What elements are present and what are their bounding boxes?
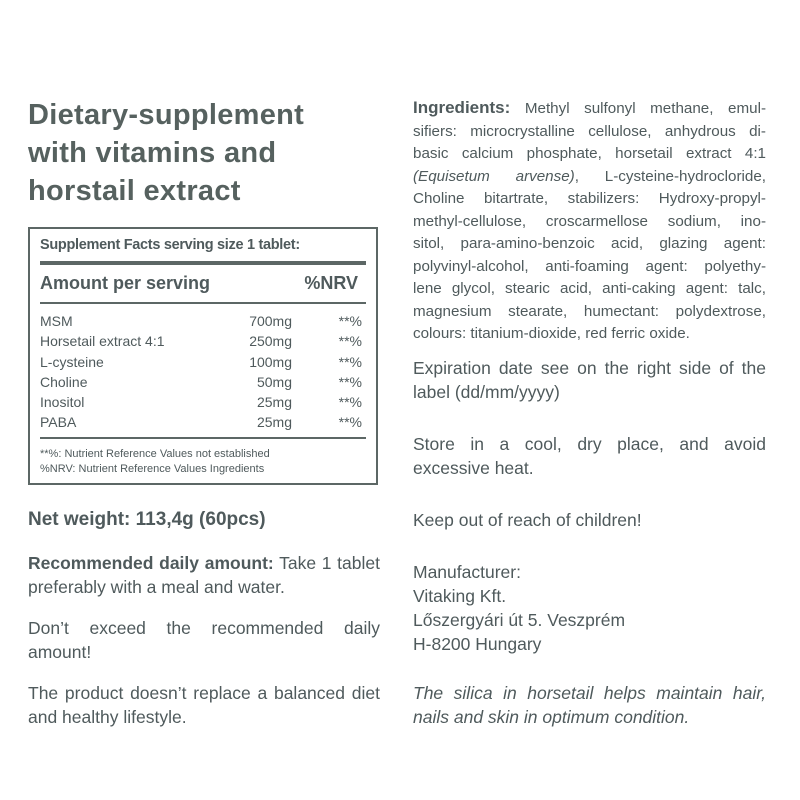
- recommended-text: Take 1 tablet preferably with a meal and…: [28, 553, 380, 597]
- row-amount: 50mg: [256, 373, 292, 390]
- storage: Store in a cool, dry place, and avoid ex…: [413, 434, 766, 478]
- ingredients-line: Choline bitartrate, stabilizers: Hydroxy…: [413, 190, 766, 207]
- ingredients-line: sifiers: microcrystalline cellulose, anh…: [413, 122, 766, 140]
- row-name: Inositol: [40, 394, 85, 411]
- title-line: Dietary-supplement: [28, 99, 305, 131]
- net-weight: Net weight: 113,4g (60pcs): [28, 509, 266, 530]
- row-name: Horsetail extract 4:1: [40, 333, 165, 350]
- ingredients-line: polyvinyl-alcohol, anti-foaming agent: p…: [413, 257, 766, 275]
- row-amount: 25mg: [256, 414, 292, 431]
- facts-row: Horsetail extract 4:1 250mg **%: [40, 331, 362, 351]
- row-nrv: **%: [338, 414, 362, 431]
- ingredients-line: lene glycol, stearic acid, anti-caking a…: [413, 280, 766, 297]
- row-name: PABA: [40, 414, 77, 431]
- health-claim: The silica in horsetail helps maintain h…: [413, 683, 766, 727]
- ingredients-line: Methyl sulfonyl methane, emul-: [510, 100, 766, 117]
- disclaimer: The product doesn’t replace a balanced d…: [28, 683, 380, 727]
- row-name: Choline: [40, 373, 88, 390]
- supplement-facts-table: Supplement Facts serving size 1 tablet: …: [28, 227, 378, 485]
- divider: [40, 437, 366, 439]
- row-amount: 700mg: [249, 313, 292, 329]
- ingredients-latin-name: (Equisetum arvense): [413, 167, 575, 185]
- facts-row: L-cysteine 100mg **%: [40, 352, 362, 372]
- ingredients-line: methyl-cellulose, croscarmellose sodium,…: [413, 212, 766, 230]
- title-line: with vitamins and: [28, 137, 277, 169]
- ingredients-line: sitol, para-amino-benzoic acid, glazing …: [413, 235, 766, 252]
- row-nrv: **%: [338, 313, 362, 329]
- ingredients: Ingredients: Methyl sulfonyl methane, em…: [413, 97, 766, 346]
- ingredients-line: colours: titanium-dioxide, red ferric ox…: [413, 325, 690, 342]
- manufacturer-address: Lőszergyári út 5. Veszprém: [413, 610, 626, 630]
- warning: Don’t exceed the recommended daily amoun…: [28, 618, 380, 662]
- row-amount: 250mg: [249, 333, 292, 350]
- facts-notes: **%: Nutrient Reference Values not estab…: [40, 447, 270, 477]
- row-nrv: **%: [338, 353, 362, 370]
- ingredients-label: Ingredients:: [413, 98, 511, 117]
- title-line: horstail extract: [28, 175, 241, 207]
- manufacturer: Manufacturer: Vitaking Kft. Lőszergyári …: [413, 560, 766, 656]
- divider: [40, 261, 366, 265]
- row-nrv: **%: [338, 373, 362, 390]
- nrv-label: %NRV: [304, 273, 358, 293]
- row-name: L-cysteine: [40, 353, 104, 370]
- recommended-label: Recommended daily amount:: [28, 553, 274, 573]
- facts-rows: MSM 700mg **% Horsetail extract 4:1 250mg **%…: [40, 311, 362, 433]
- facts-row: MSM 700mg **%: [40, 311, 362, 331]
- note: **%: Nutrient Reference Values not estab…: [40, 448, 270, 460]
- facts-row: Choline 50mg **%: [40, 372, 362, 392]
- product-title: Dietary-supplement with vitamins and hor…: [28, 96, 388, 210]
- divider: [40, 302, 366, 304]
- facts-row: PABA 25mg **%: [40, 412, 362, 432]
- recommended-amount: Recommended daily amount: Take 1 tablet …: [28, 551, 380, 599]
- expiration: Expiration date see on the right side of…: [413, 358, 766, 402]
- children-warning: Keep out of reach of children!: [413, 510, 642, 530]
- ingredients-line: magnesium stearate, humectant: polydextr…: [413, 302, 766, 320]
- facts-header: Supplement Facts serving size 1 tablet:: [40, 237, 300, 253]
- note: %NRV: Nutrient Reference Values Ingredie…: [40, 463, 265, 475]
- facts-row: Inositol 25mg **%: [40, 392, 362, 412]
- row-name: MSM: [40, 313, 73, 329]
- amount-label: Amount per serving: [40, 273, 211, 293]
- row-nrv: **%: [338, 394, 362, 411]
- ingredients-line: basic calcium phosphate, horsetail extra…: [413, 145, 766, 162]
- row-amount: 100mg: [249, 353, 292, 370]
- row-amount: 25mg: [256, 394, 292, 411]
- manufacturer-label: Manufacturer:: [413, 562, 521, 582]
- ingredients-line: , L-cysteine-hydrocloride,: [574, 167, 767, 185]
- manufacturer-name: Vitaking Kft.: [413, 586, 507, 606]
- row-nrv: **%: [338, 333, 362, 350]
- manufacturer-postcode: H-8200 Hungary: [413, 634, 542, 654]
